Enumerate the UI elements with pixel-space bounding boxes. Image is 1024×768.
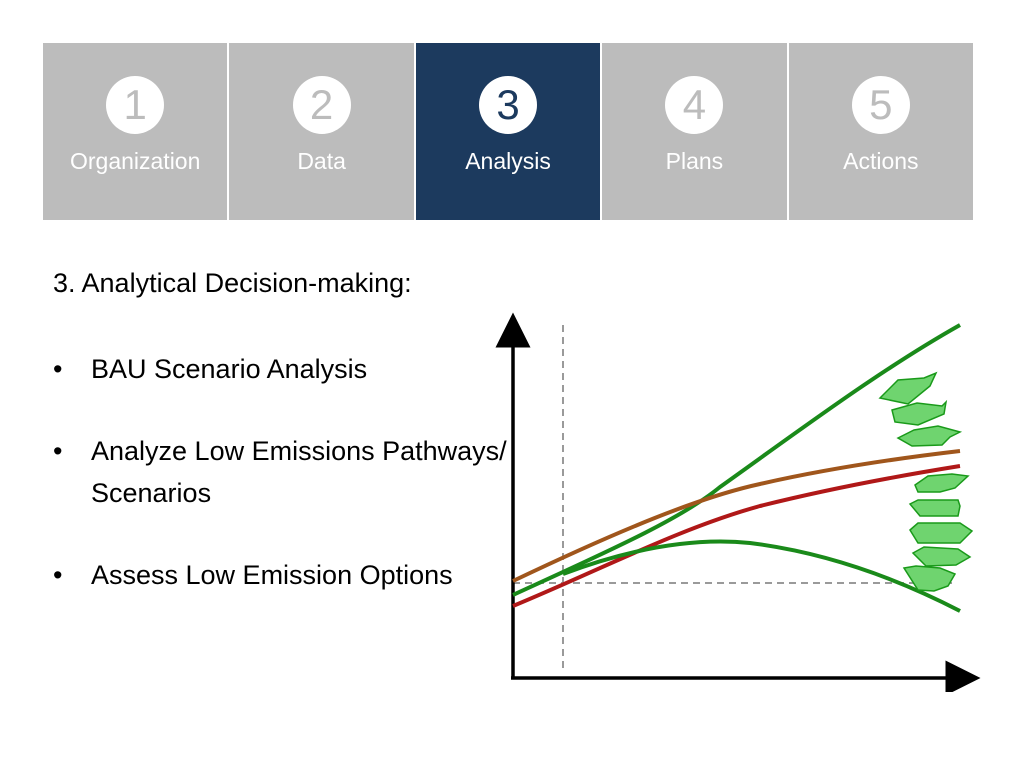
step-analysis[interactable]: 3 Analysis xyxy=(415,43,601,220)
process-steps-bar: 1 Organization 2 Data 3 Analysis 4 Plans… xyxy=(43,43,974,220)
step-number-badge: 2 xyxy=(292,76,351,134)
bullet-glyph: • xyxy=(53,436,63,466)
reduction-arrow-icon xyxy=(878,371,938,405)
reduction-arrow-icon xyxy=(902,565,957,592)
reduction-arrow-icon xyxy=(914,473,970,493)
reduction-arrow-icon xyxy=(909,522,974,544)
mid-scenario-curve xyxy=(512,464,961,608)
bullet-item: • Assess Low Emission Options xyxy=(53,554,508,596)
low-emission-curve xyxy=(562,539,961,613)
bullet-text: BAU Scenario Analysis xyxy=(91,354,368,384)
step-plans[interactable]: 4 Plans xyxy=(602,43,787,220)
step-label: Data xyxy=(297,148,346,174)
reduction-arrows xyxy=(878,371,974,592)
step-data[interactable]: 2 Data xyxy=(229,43,414,220)
step-label: Analysis xyxy=(465,148,551,174)
step-actions[interactable]: 5 Actions xyxy=(788,43,974,220)
bau-scenario-curve xyxy=(512,449,961,583)
step-label: Plans xyxy=(665,148,724,174)
bullet-item: • Analyze Low Emissions Pathways/ Scenar… xyxy=(53,430,508,514)
reduction-arrow-icon xyxy=(911,546,972,567)
reduction-arrow-icon xyxy=(891,399,948,426)
step-number-badge: 5 xyxy=(851,76,910,134)
reduction-arrow-icon xyxy=(908,499,961,517)
step-number-badge: 1 xyxy=(106,76,165,134)
bullet-glyph: • xyxy=(53,354,63,384)
bullet-text: Analyze Low Emissions Pathways/ Scenario… xyxy=(91,436,507,508)
section-heading: 3. Analytical Decision-making: xyxy=(53,268,412,298)
step-organization[interactable]: 1 Organization xyxy=(43,43,228,220)
step-label: Actions xyxy=(843,148,919,174)
bullet-item: • BAU Scenario Analysis xyxy=(53,348,508,390)
emissions-pathway-diagram xyxy=(495,312,981,692)
step-number-badge: 4 xyxy=(665,76,724,134)
step-label: Organization xyxy=(69,148,201,174)
step-number-badge: 3 xyxy=(479,76,538,134)
upper-scenario-curve xyxy=(512,323,961,597)
reduction-arrow-icon xyxy=(896,425,963,447)
bullet-glyph: • xyxy=(53,560,63,590)
bullet-text: Assess Low Emission Options xyxy=(91,560,453,590)
bullet-list: • BAU Scenario Analysis • Analyze Low Em… xyxy=(53,348,508,636)
